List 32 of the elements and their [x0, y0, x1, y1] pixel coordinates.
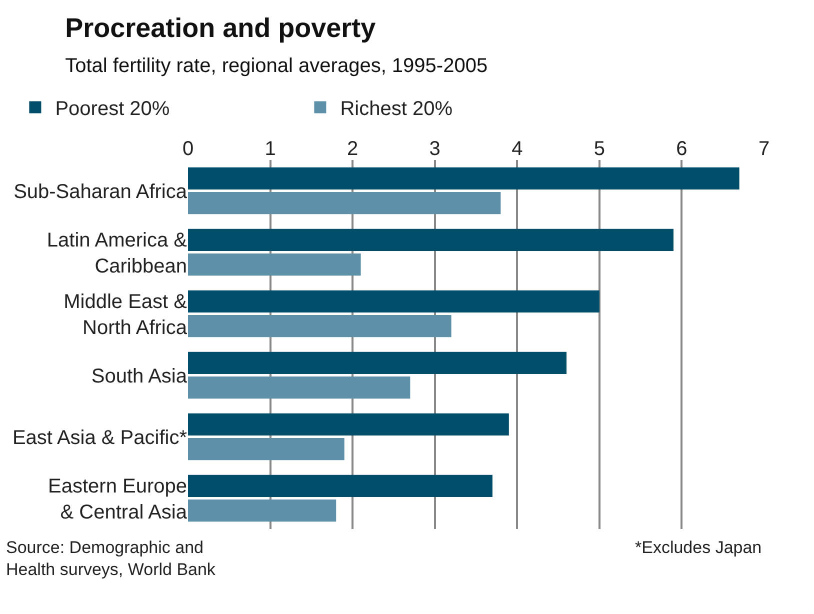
legend-label: Poorest 20% [55, 98, 170, 120]
bar [188, 192, 501, 214]
x-tick-label: 5 [594, 138, 605, 160]
x-tick-label: 6 [676, 138, 688, 160]
x-tick-label: 1 [264, 138, 276, 160]
chart-subtitle: Total fertility rate, regional averages, 1995-2005 [65, 54, 488, 77]
x-tick-label: 2 [347, 138, 358, 160]
y-tick-label: Sub-Saharan Africa [14, 180, 188, 203]
bar [188, 314, 452, 338]
bar [188, 413, 509, 436]
bar [188, 474, 492, 498]
x-tick-label: 7 [758, 138, 770, 160]
bar [188, 352, 567, 374]
y-tick-label: South Asia [91, 365, 188, 388]
y-tick-label: Eastern Europe & Central Asia [48, 475, 188, 524]
text: *Excludes Japan [635, 538, 762, 557]
y-tick-label: East Asia & Pacific* [12, 426, 188, 449]
x-tick-label: 4 [512, 138, 523, 160]
y-tick-label: Middle East & North Africa [64, 290, 188, 339]
source-note: Source: Demographic and Health surveys, World Bank [6, 538, 216, 580]
bar [188, 499, 336, 522]
bar [188, 290, 600, 313]
bar [188, 376, 410, 399]
x-tick-label: 3 [429, 138, 440, 160]
bar [188, 253, 361, 276]
x-tick-label: 0 [182, 138, 194, 160]
bar [188, 228, 674, 252]
legend-label: Richest 20% [340, 98, 453, 120]
y-tick-label: Latin America & Caribbean [46, 229, 188, 278]
bar [188, 167, 740, 190]
bar [188, 438, 344, 460]
chart-title: Procreation and poverty [65, 12, 376, 43]
